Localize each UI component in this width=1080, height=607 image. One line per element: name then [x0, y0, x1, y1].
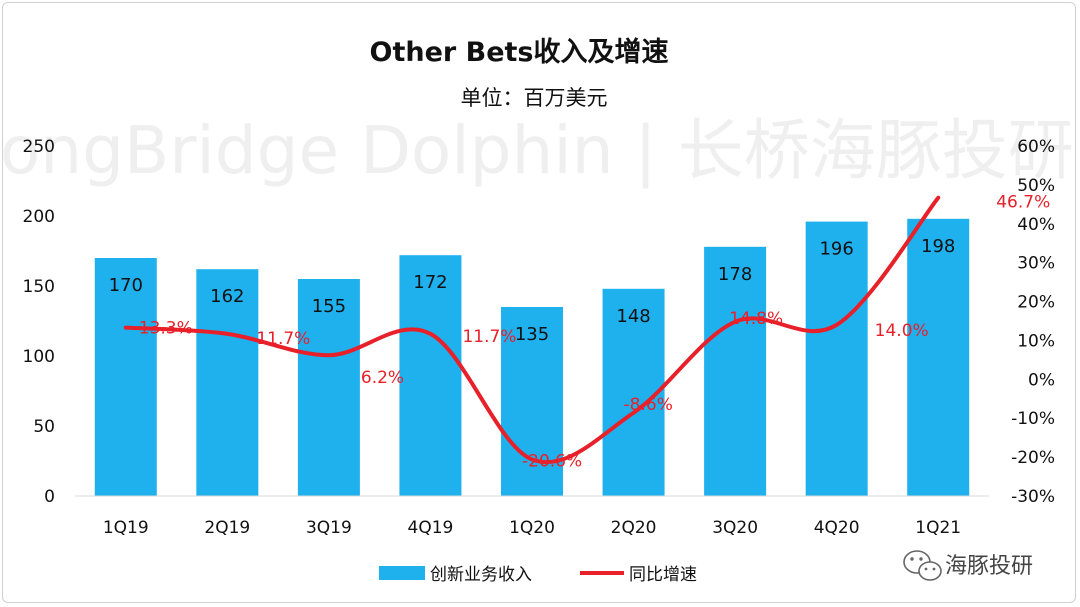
left-axis-tick-label: 0 — [44, 487, 55, 507]
right-axis-tick-label: -30% — [1011, 487, 1055, 507]
right-axis-tick-label: 60% — [1017, 137, 1055, 157]
bar — [399, 255, 462, 496]
bar-data-label: 148 — [616, 306, 650, 327]
watermark: LongBridge Dolphin | 长桥海豚投研 — [3, 112, 1074, 189]
category-tick-label: 4Q20 — [814, 518, 860, 538]
category-tick-label: 3Q20 — [712, 518, 758, 538]
line-series — [123, 195, 941, 465]
category-tick-label: 1Q20 — [509, 518, 555, 538]
category-tick-label: 1Q19 — [103, 518, 149, 538]
bar-data-labels: 170 162 155 172 135 148 178 196 198 — [109, 236, 956, 345]
chart-svg: LongBridge Dolphin | 长桥海豚投研 Other Bets收入… — [3, 36, 1074, 585]
bar — [196, 269, 259, 496]
bar-data-label: 196 — [819, 239, 853, 260]
bar-data-label: 135 — [515, 324, 549, 345]
line-data-label: 13.3% — [139, 319, 193, 339]
category-tick-label: 4Q19 — [408, 518, 454, 538]
bar — [704, 246, 767, 496]
right-axis-tick-label: 0% — [1028, 370, 1055, 390]
category-axis-ticks: 1Q19 2Q19 3Q19 4Q19 1Q20 2Q20 3Q20 4Q20 1Q21 — [103, 518, 961, 538]
growth-line-path — [123, 195, 941, 465]
wechat-icon — [903, 550, 942, 581]
brand-text: 海豚投研 — [945, 554, 1033, 579]
line-data-label: 14.0% — [875, 321, 929, 341]
right-axis-tick-label: 40% — [1017, 215, 1055, 235]
bar — [907, 218, 970, 497]
category-tick-label: 2Q20 — [611, 518, 657, 538]
bar-data-label: 155 — [312, 296, 346, 317]
chart-subtitle: 单位：百万美元 — [461, 86, 608, 110]
category-tick-label: 1Q21 — [915, 518, 961, 538]
right-axis-tick-label: 30% — [1017, 254, 1055, 274]
line-data-labels: 13.3% 11.7% 6.2% 11.7% -20.6% -8.6% 14.8% 14.0%… — [139, 193, 1050, 472]
line-data-label: -20.6% — [522, 451, 582, 471]
left-axis-ticks: 0 50 100 150 200 250 — [23, 137, 55, 507]
brand-logo: 海豚投研 — [903, 550, 1033, 581]
category-tick-label: 2Q19 — [204, 518, 250, 538]
bar-data-label: 198 — [921, 236, 955, 257]
bar-data-label: 178 — [718, 264, 752, 285]
line-data-label: 6.2% — [361, 368, 404, 388]
right-axis-tick-label: 20% — [1017, 293, 1055, 313]
category-tick-label: 3Q19 — [306, 518, 352, 538]
legend-swatch-bar — [379, 566, 425, 580]
bar — [297, 279, 360, 496]
bar-series — [94, 218, 970, 497]
legend: 创新业务收入 同比增速 — [379, 565, 697, 585]
right-axis-tick-label: 50% — [1017, 176, 1055, 196]
right-axis-ticks: -30% -20% -10% 0% 10% 20% 30% 40% 50% 60% — [1011, 137, 1055, 507]
bar — [501, 307, 563, 496]
left-axis-tick-label: 50 — [33, 417, 55, 437]
legend-label-bar: 创新业务收入 — [430, 565, 532, 585]
bar-data-label: 162 — [210, 286, 244, 307]
left-axis-tick-label: 150 — [23, 277, 55, 297]
bar-data-label: 170 — [109, 275, 143, 296]
bar — [94, 258, 157, 496]
right-axis-tick-label: 10% — [1017, 331, 1055, 351]
line-data-label: 46.7% — [996, 193, 1050, 213]
right-axis-tick-label: -10% — [1011, 409, 1055, 429]
legend-label-line: 同比增速 — [629, 565, 697, 585]
left-axis-tick-label: 250 — [23, 137, 55, 157]
chart-title: Other Bets收入及增速 — [370, 36, 669, 68]
left-axis-tick-label: 200 — [23, 207, 55, 227]
left-axis-tick-label: 100 — [23, 347, 55, 367]
right-axis-tick-label: -20% — [1011, 448, 1055, 468]
bar — [805, 221, 868, 496]
line-data-label: 14.8% — [729, 309, 783, 329]
line-data-label: 11.7% — [256, 329, 310, 349]
line-data-label: 11.7% — [462, 327, 516, 347]
bar — [602, 288, 665, 496]
bar-data-label: 172 — [413, 272, 447, 293]
line-data-label: -8.6% — [624, 395, 673, 415]
